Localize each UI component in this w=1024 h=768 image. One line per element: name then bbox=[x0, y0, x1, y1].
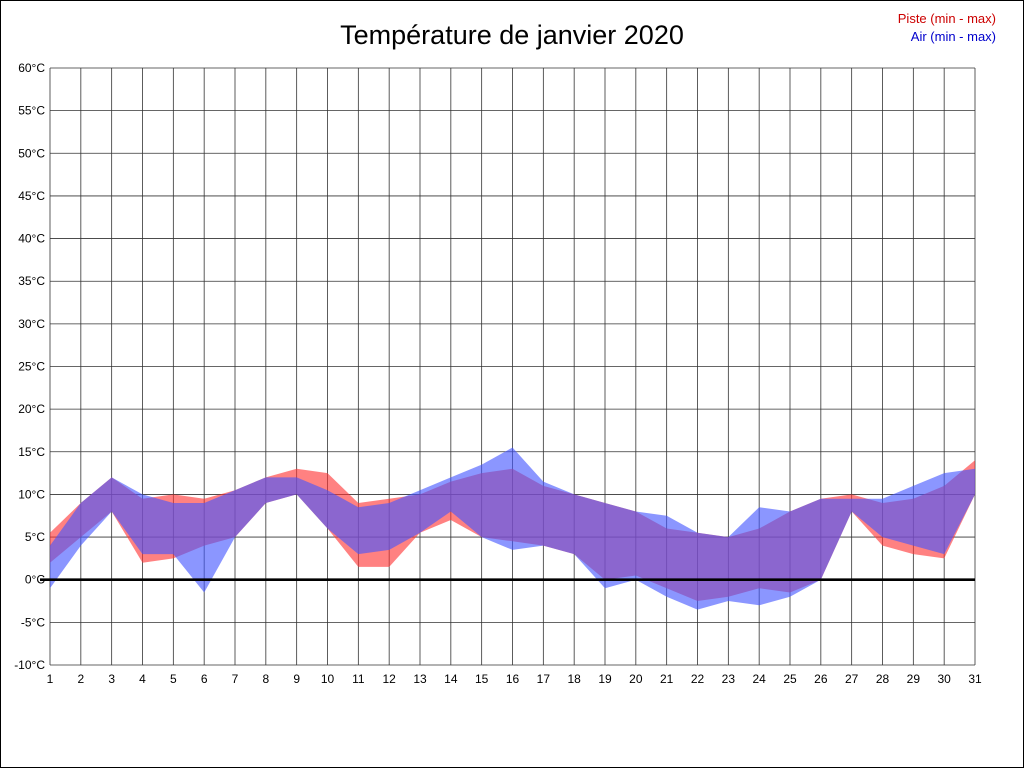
x-tick-label: 30 bbox=[937, 672, 951, 686]
legend-air-label: Air (min - max) bbox=[910, 29, 996, 44]
y-tick-label: 20°C bbox=[18, 402, 45, 416]
y-tick-label: 45°C bbox=[18, 189, 45, 203]
x-tick-label: 31 bbox=[968, 672, 982, 686]
x-tick-label: 15 bbox=[475, 672, 489, 686]
y-tick-label: 0°C bbox=[25, 573, 45, 587]
x-tick-label: 25 bbox=[783, 672, 797, 686]
x-tick-label: 7 bbox=[232, 672, 239, 686]
x-tick-label: 9 bbox=[293, 672, 300, 686]
y-tick-label: 15°C bbox=[18, 445, 45, 459]
x-tick-label: 20 bbox=[629, 672, 643, 686]
legend-piste-label: Piste (min - max) bbox=[897, 11, 996, 26]
y-tick-label: 50°C bbox=[18, 146, 45, 160]
x-tick-label: 1 bbox=[47, 672, 54, 686]
x-tick-label: 19 bbox=[598, 672, 612, 686]
x-tick-label: 22 bbox=[691, 672, 705, 686]
x-tick-label: 11 bbox=[352, 672, 365, 686]
x-tick-label: 29 bbox=[907, 672, 921, 686]
y-tick-label: -10°C bbox=[14, 658, 45, 672]
y-tick-label: 35°C bbox=[18, 274, 45, 288]
x-tick-label: 26 bbox=[814, 672, 828, 686]
chart-title: Température de janvier 2020 bbox=[340, 20, 684, 50]
x-tick-label: 6 bbox=[201, 672, 208, 686]
x-tick-label: 23 bbox=[722, 672, 736, 686]
x-tick-label: 8 bbox=[262, 672, 269, 686]
y-tick-label: 60°C bbox=[18, 61, 45, 75]
x-tick-label: 12 bbox=[382, 672, 396, 686]
x-tick-label: 13 bbox=[413, 672, 427, 686]
x-tick-label: 4 bbox=[139, 672, 146, 686]
legend: Piste (min - max) Air (min - max) bbox=[898, 10, 996, 46]
band-air bbox=[50, 447, 975, 610]
y-tick-label: 30°C bbox=[18, 317, 45, 331]
x-tick-label: 17 bbox=[537, 672, 551, 686]
x-tick-label: 28 bbox=[876, 672, 890, 686]
y-tick-label: 5°C bbox=[25, 530, 45, 544]
x-tick-label: 3 bbox=[108, 672, 115, 686]
y-tick-label: -5°C bbox=[21, 615, 45, 629]
y-tick-label: 10°C bbox=[18, 487, 45, 501]
x-tick-label: 5 bbox=[170, 672, 177, 686]
x-tick-label: 27 bbox=[845, 672, 859, 686]
x-tick-label: 14 bbox=[444, 672, 458, 686]
x-tick-label: 10 bbox=[321, 672, 335, 686]
x-tick-label: 2 bbox=[77, 672, 84, 686]
y-tick-label: 55°C bbox=[18, 104, 45, 118]
x-tick-label: 18 bbox=[567, 672, 581, 686]
y-tick-label: 40°C bbox=[18, 232, 45, 246]
y-tick-label: 25°C bbox=[18, 360, 45, 374]
x-tick-label: 21 bbox=[660, 672, 674, 686]
x-tick-label: 16 bbox=[506, 672, 520, 686]
x-tick-label: 24 bbox=[752, 672, 766, 686]
